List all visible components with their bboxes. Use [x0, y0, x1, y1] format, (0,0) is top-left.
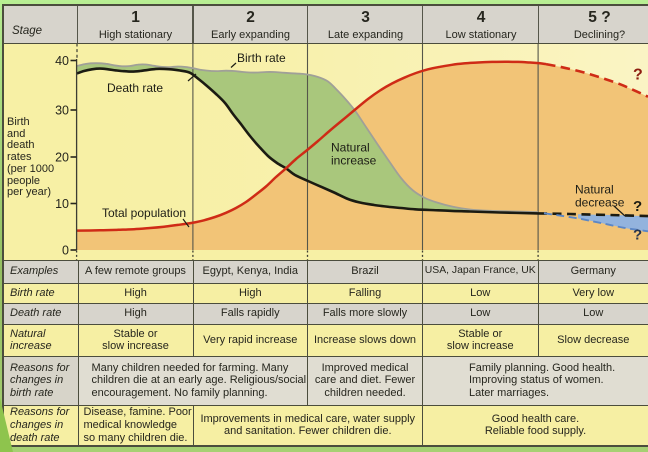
svg-text:Death rate: Death rate — [107, 81, 163, 95]
svg-text:?: ? — [633, 198, 642, 215]
svg-text:10: 10 — [55, 197, 69, 211]
svg-text:decrease: decrease — [575, 196, 625, 210]
svg-text:Natural: Natural — [331, 141, 370, 155]
svg-text:Birth rate: Birth rate — [237, 51, 286, 65]
svg-text:?: ? — [633, 227, 642, 244]
svg-text:30: 30 — [55, 104, 69, 118]
svg-text:Natural: Natural — [575, 183, 614, 197]
svg-text:increase: increase — [331, 154, 377, 168]
svg-text:40: 40 — [55, 54, 69, 68]
svg-text:?: ? — [633, 67, 643, 84]
svg-text:0: 0 — [62, 244, 69, 258]
svg-text:Total population: Total population — [102, 206, 186, 220]
svg-text:20: 20 — [55, 151, 69, 165]
